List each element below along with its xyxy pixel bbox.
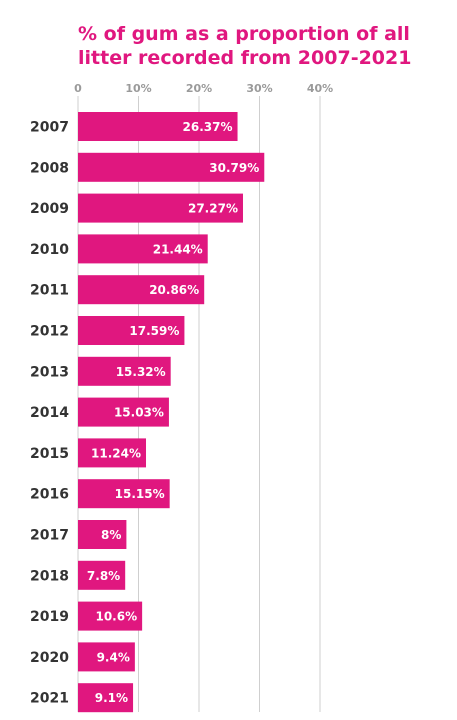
x-tick-label: 20% bbox=[186, 82, 212, 95]
bar bbox=[78, 397, 169, 427]
category-label: 2021 bbox=[30, 691, 69, 707]
bar bbox=[78, 112, 238, 141]
data-label: 7.8% bbox=[87, 569, 120, 583]
bar bbox=[78, 642, 135, 672]
category-label: 2009 bbox=[30, 201, 69, 217]
data-label: 27.27% bbox=[188, 202, 238, 216]
category-label: 2019 bbox=[30, 609, 69, 625]
data-label: 11.24% bbox=[91, 446, 141, 460]
bar bbox=[78, 193, 243, 223]
category-label: 2013 bbox=[30, 364, 69, 380]
data-label: 15.03% bbox=[114, 406, 164, 420]
bar bbox=[78, 234, 208, 264]
bar bbox=[78, 520, 127, 549]
data-label: 30.79% bbox=[209, 161, 259, 175]
data-label: 15.32% bbox=[116, 365, 166, 379]
x-tick-label: 40% bbox=[307, 82, 333, 95]
bar bbox=[78, 560, 126, 590]
x-tick-label: 10% bbox=[125, 82, 151, 95]
category-label: 2018 bbox=[30, 568, 69, 584]
category-label: 2020 bbox=[30, 650, 69, 666]
bar bbox=[78, 683, 134, 713]
category-label: 2015 bbox=[30, 446, 69, 462]
bar bbox=[78, 275, 205, 305]
bar bbox=[78, 438, 147, 468]
bar bbox=[78, 356, 171, 386]
chart-title: % of gum as a proportion of all litter r… bbox=[78, 23, 412, 69]
category-label: 2012 bbox=[30, 324, 69, 340]
data-label: 17.59% bbox=[129, 324, 179, 338]
data-label: 20.86% bbox=[149, 283, 199, 297]
data-label: 26.37% bbox=[183, 120, 233, 134]
data-label: 8% bbox=[101, 528, 121, 542]
data-labels: 26.37% 30.79% 27.27% 21.44% 20.86% 17.59% 15.3… bbox=[87, 120, 259, 705]
bar bbox=[78, 601, 143, 631]
category-label: 2016 bbox=[30, 487, 69, 503]
data-label: 9.1% bbox=[95, 691, 128, 705]
bars bbox=[78, 112, 265, 713]
bar bbox=[78, 152, 265, 182]
category-label: 2008 bbox=[30, 160, 69, 176]
data-label: 21.44% bbox=[153, 242, 203, 256]
bar bbox=[78, 316, 185, 345]
category-label: 2011 bbox=[30, 283, 69, 299]
category-label: 2014 bbox=[30, 405, 69, 421]
data-label: 9.4% bbox=[97, 650, 130, 664]
category-label: 2017 bbox=[30, 528, 69, 544]
x-axis-ticks: 0 10% 20% 30% 40% bbox=[74, 82, 333, 95]
category-label: 2007 bbox=[30, 120, 69, 136]
x-tick-label: 30% bbox=[246, 82, 272, 95]
x-tick-label: 0 bbox=[74, 82, 82, 95]
y-axis-categories: 2007 2008 2009 2010 2011 2012 2013 2014 2015 2016… bbox=[30, 120, 69, 707]
bar bbox=[78, 479, 170, 509]
data-label: 10.6% bbox=[95, 610, 137, 624]
data-label: 15.15% bbox=[115, 487, 165, 501]
category-label: 2010 bbox=[30, 242, 69, 258]
